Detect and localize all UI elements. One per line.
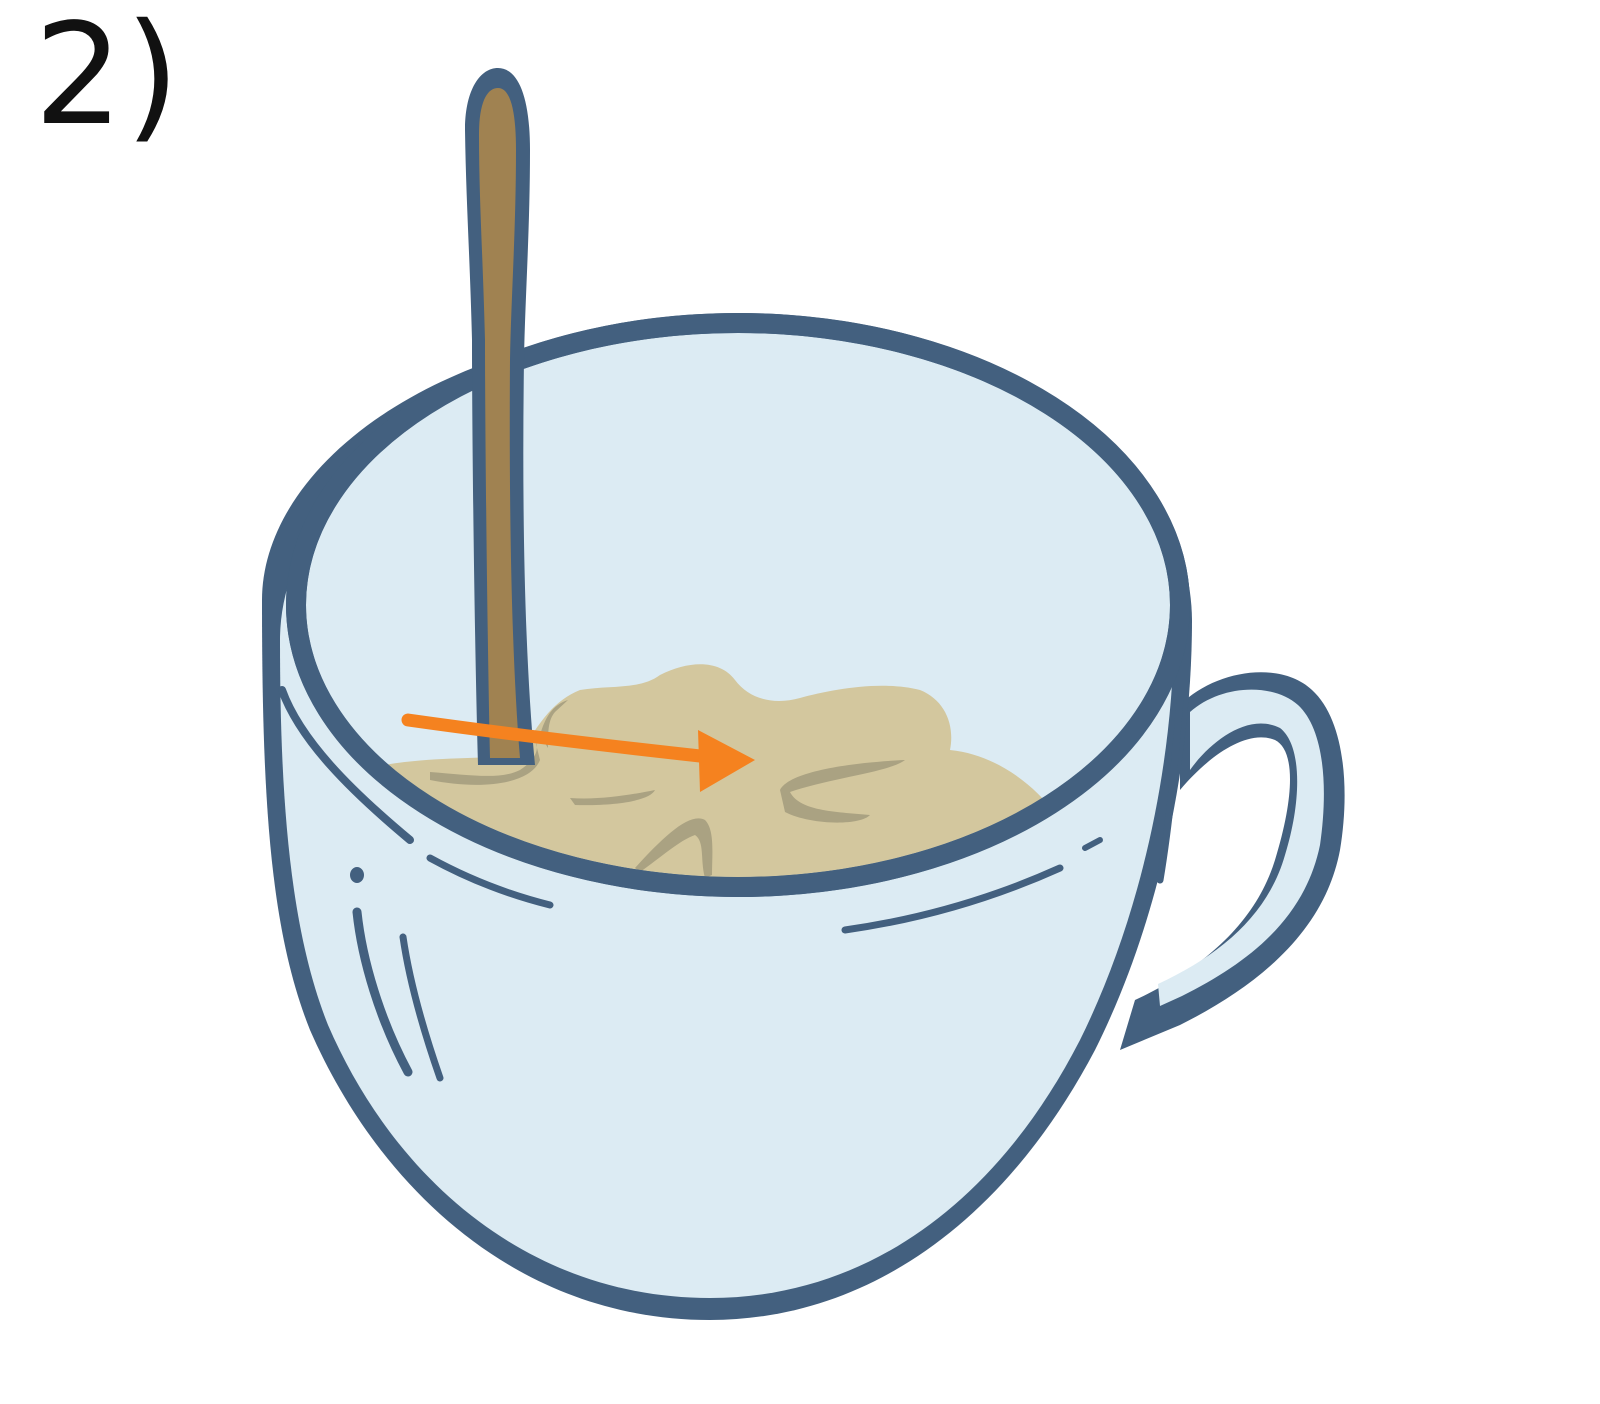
cup-handle (1120, 672, 1345, 1050)
step-number-label: 2) (34, 0, 182, 157)
stir-arrow-icon (401, 713, 755, 792)
rim-outline (286, 313, 1190, 897)
cup-highlights (278, 686, 1184, 1082)
cup-highlight-dot (350, 867, 364, 883)
spoon (465, 68, 535, 765)
